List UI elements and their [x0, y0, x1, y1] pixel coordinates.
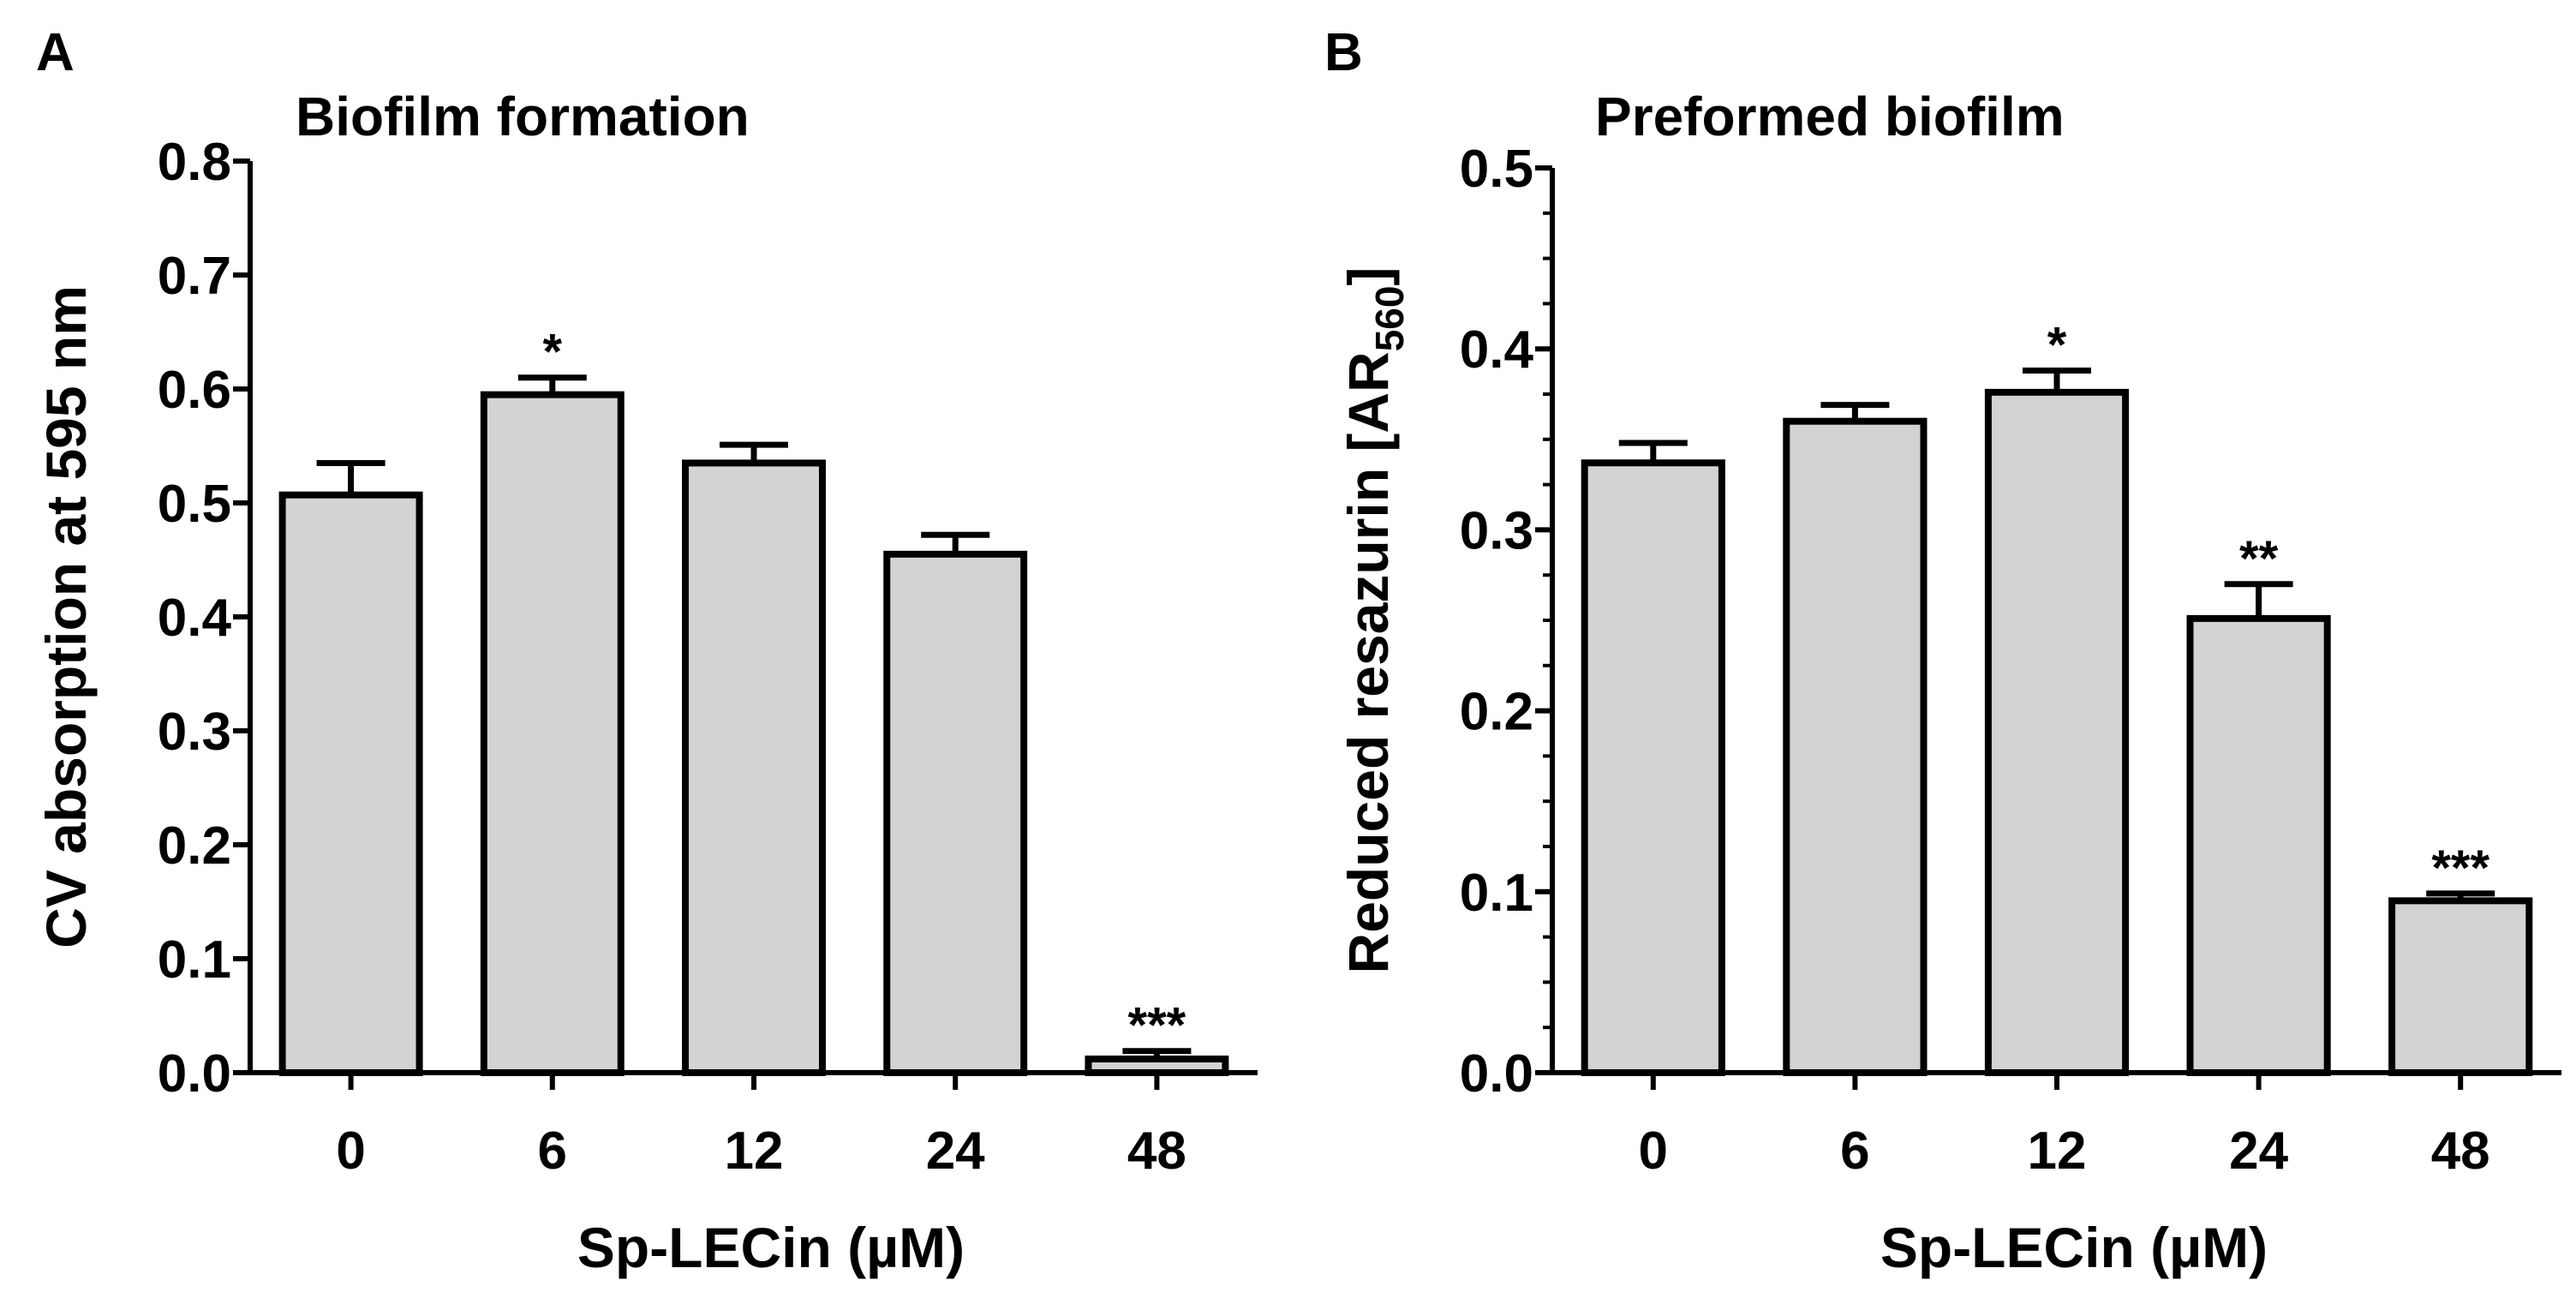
panel-letter: B: [1324, 23, 1363, 82]
bar: [1984, 388, 2130, 1076]
y-tick-label: 0.8: [158, 133, 231, 192]
y-tick-label: 0.1: [158, 930, 231, 990]
bar: [883, 550, 1028, 1076]
bar: [2186, 614, 2331, 1076]
significance-label: *: [2047, 318, 2067, 374]
bar: [1783, 417, 1928, 1076]
x-axis-label: Sp-LECin (µM): [577, 1216, 965, 1279]
y-axis-label-subscript: 560: [1367, 286, 1412, 352]
x-tick-label: 48: [2431, 1122, 2490, 1181]
bar: [1581, 459, 1725, 1076]
y-axis-label: Reduced resazurin [AR560]: [1336, 267, 1412, 974]
panel-b: B Preformed biofilm Reduced resazurin [AR5…: [1324, 23, 2561, 1279]
y-axis-label: CV absorption at 595 nm: [34, 285, 98, 948]
x-tick-label: 6: [1840, 1122, 1869, 1181]
y-tick-label: 0.3: [158, 703, 231, 762]
significance-label: ***: [1128, 998, 1186, 1054]
y-tick-label: 0.1: [1460, 864, 1533, 923]
bar: [2388, 897, 2533, 1076]
significance-label: *: [543, 325, 563, 380]
chart-title: Preformed biofilm: [1595, 86, 2065, 147]
y-tick-label: 0.4: [158, 589, 232, 648]
y-tick-label: 0.0: [1460, 1044, 1533, 1104]
y-tick-label: 0.7: [158, 247, 231, 306]
y-tick-label: 0.5: [1460, 140, 1533, 199]
y-tick-label: 0.0: [158, 1044, 231, 1104]
x-tick-label: 0: [336, 1122, 365, 1181]
y-tick-label: 0.2: [158, 817, 231, 876]
bar: [480, 391, 625, 1076]
significance-label: **: [2239, 531, 2279, 587]
bar: [682, 459, 826, 1076]
panel-letter: A: [36, 23, 75, 82]
x-tick-label: 6: [538, 1122, 567, 1181]
significance-label: ***: [2431, 840, 2489, 896]
x-tick-label: 12: [2028, 1122, 2087, 1181]
panel-a: A Biofilm formation CV absorption at 595 n…: [34, 23, 1258, 1279]
x-tick-label: 48: [1127, 1122, 1186, 1181]
y-tick-label: 0.6: [158, 361, 231, 420]
x-tick-label: 0: [1639, 1122, 1668, 1181]
x-tick-label: 12: [725, 1122, 784, 1181]
bar: [1085, 1056, 1229, 1077]
y-tick-label: 0.2: [1460, 683, 1533, 742]
x-tick-label: 24: [926, 1122, 985, 1181]
y-tick-label: 0.4: [1460, 320, 1534, 380]
x-tick-label: 24: [2229, 1122, 2288, 1181]
bar: [278, 491, 423, 1076]
y-tick-label: 0.5: [158, 475, 231, 534]
chart-title: Biofilm formation: [296, 86, 750, 147]
x-axis-label: Sp-LECin (µM): [1880, 1216, 2268, 1279]
y-tick-label: 0.3: [1460, 501, 1533, 560]
y-axis-label-end: ]: [1336, 267, 1400, 286]
